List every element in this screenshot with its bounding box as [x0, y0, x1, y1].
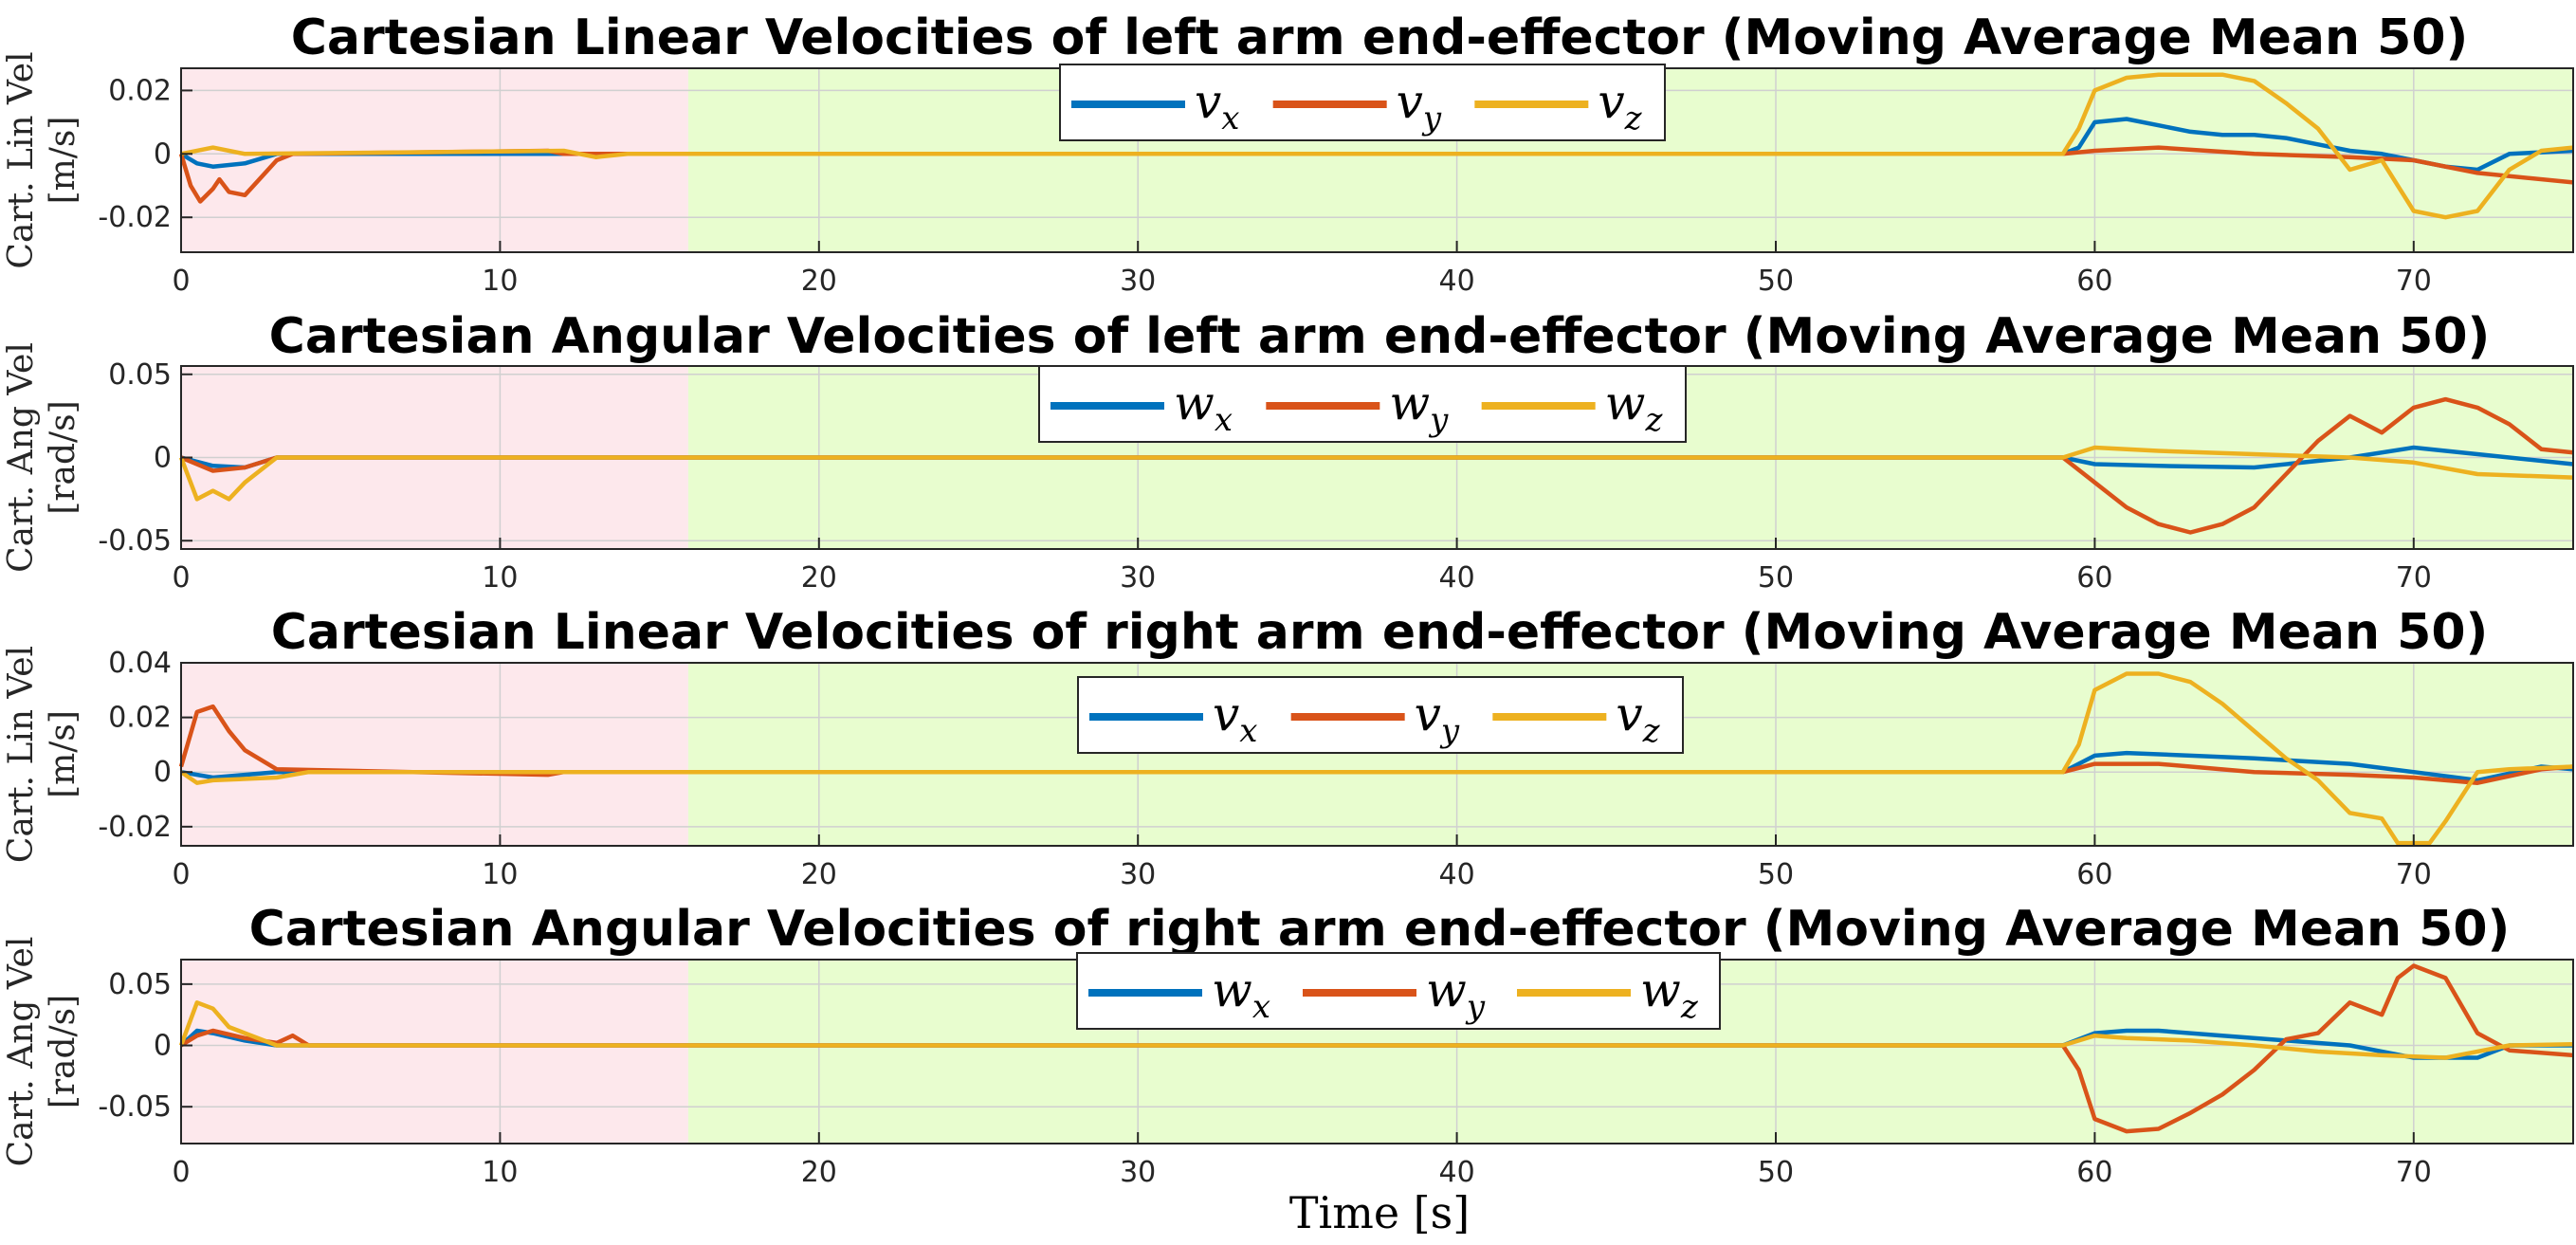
y-axis-unit: [rad/s]	[44, 400, 82, 514]
y-tick-label: 0.02	[108, 702, 172, 735]
x-tick-label: 50	[1758, 858, 1794, 891]
x-axis-label: Time [s]	[1289, 1187, 1470, 1238]
y-tick-label: 0.05	[108, 968, 172, 1001]
x-tick-label: 70	[2396, 1156, 2432, 1189]
x-tick-label: 60	[2076, 858, 2112, 891]
phase-region-1	[181, 663, 688, 846]
x-tick-label: 20	[801, 1156, 837, 1189]
x-tick-label: 70	[2396, 265, 2432, 298]
x-tick-label: 10	[482, 265, 518, 298]
x-tick-label: 50	[1758, 1156, 1794, 1189]
x-tick-label: 10	[482, 561, 518, 595]
y-axis-label: Cart. Lin Vel	[2, 51, 41, 268]
x-tick-label: 40	[1439, 1156, 1475, 1189]
x-tick-label: 20	[801, 265, 837, 298]
y-axis-unit: [rad/s]	[44, 995, 82, 1108]
legend-subscript: y	[1421, 100, 1442, 137]
series-line-z	[179, 671, 2574, 846]
x-tick-label: 50	[1758, 561, 1794, 595]
legend-subscript: x	[1221, 100, 1239, 137]
y-tick-label: 0	[154, 756, 172, 789]
legend: wx wy wz	[1038, 365, 1687, 443]
legend-subscript: z	[1644, 401, 1663, 439]
legend-subscript: z	[1680, 988, 1699, 1026]
x-tick-label: 70	[2396, 858, 2432, 891]
legend-subscript: z	[1642, 712, 1661, 750]
x-tick-label: 30	[1120, 561, 1156, 595]
y-tick-label: 0	[154, 1030, 172, 1063]
legend-subscript: y	[1465, 988, 1486, 1026]
series-line-z	[178, 1000, 2574, 1060]
x-tick-label: 40	[1439, 858, 1475, 891]
legend: vx vy vz	[1077, 676, 1684, 754]
y-axis-label: Cart. Ang Vel	[2, 342, 41, 573]
y-tick-label: 0.02	[108, 74, 172, 107]
x-tick-label: 30	[1120, 265, 1156, 298]
y-axis-unit: [m/s]	[44, 710, 82, 798]
y-axis-unit: [m/s]	[44, 117, 82, 205]
y-axis-label: Cart. Ang Vel	[2, 937, 41, 1167]
x-tick-label: 10	[482, 1156, 518, 1189]
y-tick-label: 0	[154, 137, 172, 171]
series-line-z	[178, 445, 2574, 502]
y-tick-label: -0.02	[98, 201, 172, 234]
x-tick-label: 0	[172, 858, 190, 891]
phase-region-1	[181, 960, 688, 1144]
x-tick-label: 0	[172, 561, 190, 595]
y-tick-label: -0.02	[98, 811, 172, 844]
legend-subscript: x	[1252, 988, 1270, 1026]
legend: wx wy wz	[1076, 952, 1721, 1030]
series-line-x	[180, 750, 2574, 783]
y-tick-label: 0	[154, 442, 172, 475]
x-tick-label: 60	[2076, 1156, 2112, 1189]
x-tick-label: 40	[1439, 561, 1475, 595]
legend-subscript: y	[1439, 712, 1460, 750]
y-tick-label: -0.05	[98, 1090, 172, 1124]
legend-label-y: vy	[1415, 687, 1460, 750]
x-tick-label: 0	[172, 1156, 190, 1189]
x-tick-label: 40	[1439, 265, 1475, 298]
series-line-y	[179, 963, 2574, 1134]
x-tick-label: 0	[172, 265, 190, 298]
phase-region-1	[181, 68, 688, 252]
legend: vx vy vz	[1059, 64, 1666, 141]
chart-title: Cartesian Linear Velocities of right arm…	[271, 604, 2489, 661]
x-tick-label: 10	[482, 858, 518, 891]
x-tick-label: 20	[801, 858, 837, 891]
legend-subscript: y	[1428, 401, 1449, 439]
y-tick-label: 0.05	[108, 358, 172, 392]
x-tick-label: 50	[1758, 265, 1794, 298]
legend-subscript: x	[1239, 712, 1257, 750]
y-tick-label: 0.04	[108, 647, 172, 680]
y-axis-label: Cart. Lin Vel	[2, 646, 41, 863]
series-line-z	[180, 72, 2574, 220]
chart-title: Cartesian Linear Velocities of left arm …	[291, 9, 2469, 66]
y-tick-label: -0.05	[98, 524, 172, 558]
x-tick-label: 30	[1120, 1156, 1156, 1189]
axes-box	[180, 662, 2574, 847]
chart-title: Cartesian Angular Velocities of left arm…	[269, 308, 2491, 365]
chart-title: Cartesian Angular Velocities of right ar…	[249, 901, 2511, 958]
x-tick-label: 60	[2076, 265, 2112, 298]
x-tick-label: 70	[2396, 561, 2432, 595]
x-tick-label: 20	[801, 561, 837, 595]
legend-subscript: z	[1624, 100, 1643, 137]
x-tick-label: 60	[2076, 561, 2112, 595]
legend-subscript: x	[1215, 401, 1233, 439]
x-tick-label: 30	[1120, 858, 1156, 891]
